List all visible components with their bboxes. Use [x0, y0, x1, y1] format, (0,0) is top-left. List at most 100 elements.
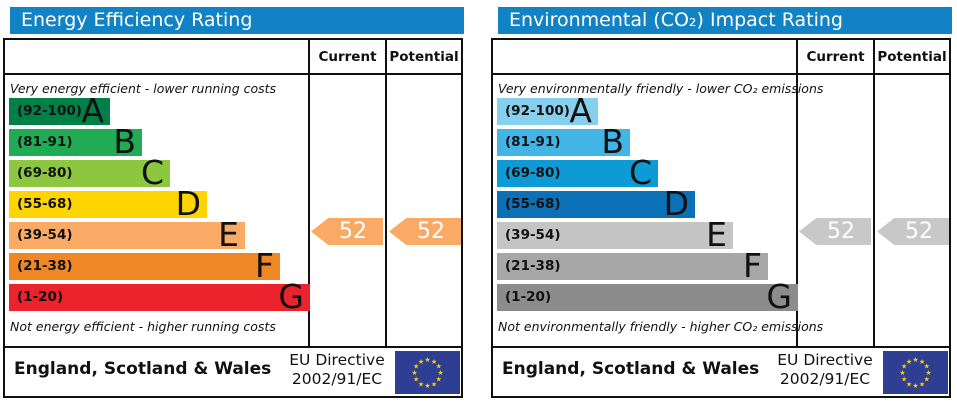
potential-rating-arrow: 52 [877, 218, 949, 245]
potential-rating-arrow: 52 [389, 218, 461, 245]
svg-text:★: ★ [418, 358, 424, 366]
band-g-range: (1-20) [17, 289, 64, 305]
band-b: (81-91) B [497, 122, 630, 161]
band-d-letter: D [175, 184, 201, 223]
svg-text:★: ★ [925, 369, 931, 377]
band-e-letter: E [218, 215, 239, 254]
band-c-range: (69-80) [505, 165, 561, 181]
svg-text:★: ★ [924, 376, 930, 384]
band-g-letter: G [278, 277, 304, 316]
band-g: (1-20) G [497, 277, 798, 316]
band-c-range: (69-80) [17, 165, 73, 181]
svg-text:★: ★ [912, 382, 918, 390]
band-g: (1-20) G [9, 277, 310, 316]
band-f-range: (21-38) [505, 258, 561, 274]
svg-text:★: ★ [431, 380, 437, 388]
bottom-caption: Not energy efficient - higher running co… [10, 319, 276, 334]
band-c: (69-80) C [9, 153, 170, 192]
current-rating-arrow: 52 [311, 218, 383, 245]
energy-chart-table: Current Potential Very energy efficient … [3, 38, 463, 398]
band-b-letter: B [601, 122, 624, 161]
band-f: (21-38) F [497, 246, 768, 285]
band-b-range: (81-91) [17, 134, 73, 150]
eu-flag-icon: ★ ★ ★ ★ ★ ★ ★ ★ ★ ★ ★ ★ [883, 351, 948, 394]
eu-directive-line1: EU Directive [777, 351, 873, 369]
band-a: (92-100) A [9, 91, 110, 130]
potential-column-header: Potential [877, 49, 947, 65]
band-c: (69-80) C [497, 153, 658, 192]
band-a-letter: A [81, 91, 104, 130]
band-d-range: (55-68) [505, 196, 561, 212]
current-rating-arrow: 52 [799, 218, 871, 245]
svg-text:★: ★ [424, 356, 430, 364]
band-f-letter: F [743, 246, 762, 285]
svg-text:★: ★ [919, 380, 925, 388]
footer-divider [493, 346, 949, 348]
band-e-letter: E [706, 215, 727, 254]
band-e: (39-54) E [9, 215, 245, 254]
band-a-range: (92-100) [17, 103, 82, 119]
eu-directive-line2: 2002/91/EC [291, 370, 383, 389]
energy-chart-title: Energy Efficiency Rating [10, 7, 464, 34]
eu-flag-icon: ★ ★ ★ ★ ★ ★ ★ ★ ★ ★ ★ ★ [395, 351, 460, 394]
header-row-divider [493, 73, 949, 75]
svg-text:★: ★ [919, 358, 925, 366]
svg-text:★: ★ [906, 380, 912, 388]
band-e: (39-54) E [497, 215, 733, 254]
band-b-range: (81-91) [505, 134, 561, 150]
top-caption: Very energy efficient - lower running co… [10, 81, 277, 96]
header-row-divider [5, 73, 461, 75]
eu-directive-line2: 2002/91/EC [779, 370, 871, 389]
band-e-range: (39-54) [505, 227, 561, 243]
svg-text:★: ★ [436, 363, 442, 371]
svg-text:★: ★ [899, 369, 905, 377]
energy-efficiency-chart: Energy Efficiency Rating Current Potenti… [2, 4, 464, 400]
band-a: (92-100) A [497, 91, 598, 130]
band-d-range: (55-68) [17, 196, 73, 212]
svg-text:★: ★ [418, 380, 424, 388]
band-g-range: (1-20) [505, 289, 552, 305]
band-d: (55-68) D [9, 184, 207, 223]
svg-text:★: ★ [413, 363, 419, 371]
potential-column-divider [385, 40, 387, 348]
band-c-letter: C [628, 153, 652, 192]
svg-text:★: ★ [437, 369, 443, 377]
top-caption: Very environmentally friendly - lower CO… [498, 81, 824, 96]
eu-directive-line1: EU Directive [289, 351, 385, 369]
band-e-range: (39-54) [17, 227, 73, 243]
svg-text:★: ★ [901, 376, 907, 384]
co2-chart-title: Environmental (CO₂) Impact Rating [498, 7, 952, 34]
band-f-range: (21-38) [17, 258, 73, 274]
band-f: (21-38) F [9, 246, 280, 285]
eu-directive-label: EU Directive 2002/91/EC [771, 351, 879, 390]
bottom-caption: Not environmentally friendly - higher CO… [498, 319, 824, 334]
current-column-divider [796, 40, 798, 348]
svg-text:★: ★ [912, 356, 918, 364]
band-b: (81-91) B [9, 122, 142, 161]
region-label: England, Scotland & Wales [14, 359, 272, 379]
svg-text:★: ★ [411, 369, 417, 377]
svg-text:★: ★ [424, 382, 430, 390]
eu-directive-label: EU Directive 2002/91/EC [283, 351, 391, 390]
band-a-letter: A [569, 91, 592, 130]
current-column-header: Current [318, 49, 377, 65]
footer-divider [5, 346, 461, 348]
band-f-letter: F [255, 246, 274, 285]
svg-text:★: ★ [431, 358, 437, 366]
band-c-letter: C [140, 153, 164, 192]
co2-impact-chart: Environmental (CO₂) Impact Rating Curren… [490, 4, 952, 400]
band-g-letter: G [766, 277, 792, 316]
svg-text:★: ★ [413, 376, 419, 384]
band-d-letter: D [663, 184, 689, 223]
potential-column-divider [873, 40, 875, 348]
svg-text:★: ★ [901, 363, 907, 371]
svg-text:★: ★ [436, 376, 442, 384]
band-a-range: (92-100) [505, 103, 570, 119]
co2-chart-table: Current Potential Very environmentally f… [491, 38, 951, 398]
region-label: England, Scotland & Wales [502, 359, 760, 379]
band-b-letter: B [113, 122, 136, 161]
current-column-header: Current [806, 49, 865, 65]
potential-column-header: Potential [389, 49, 459, 65]
svg-text:★: ★ [906, 358, 912, 366]
